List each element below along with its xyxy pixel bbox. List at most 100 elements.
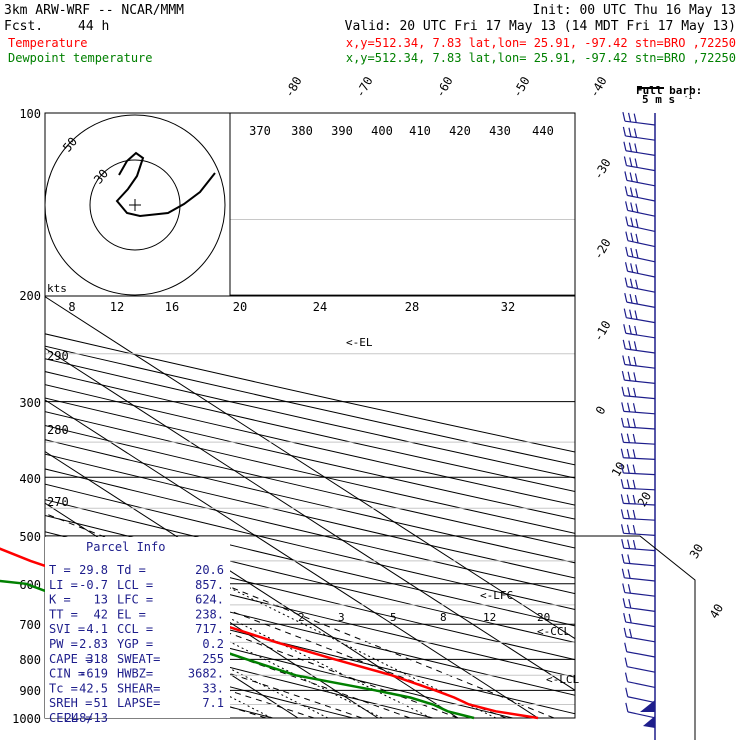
theta-label-440: 440 — [532, 124, 554, 138]
barb-column-outline — [575, 535, 696, 740]
hodo-tick-16: 16 — [165, 300, 179, 314]
parcel-cell: CAPE = — [49, 652, 92, 666]
parcel-cell: LCL = — [117, 578, 153, 592]
parcel-cell: T = — [49, 563, 71, 577]
isotherm-label-m50: -50 — [510, 74, 533, 100]
wind-barb-feather — [624, 171, 628, 181]
hodo-ring-outer — [45, 114, 226, 296]
wind-barb-feather — [627, 356, 632, 366]
wind-barb — [623, 562, 656, 567]
dry-adiabat — [45, 333, 575, 453]
parcel-cell: LI = — [49, 578, 78, 592]
wind-barb — [627, 270, 656, 278]
wind-barb — [624, 363, 656, 369]
parcel-cell: 717. — [195, 622, 224, 636]
wind-barb-feather — [620, 448, 624, 458]
wind-barb-feather — [628, 340, 632, 350]
parcel-cell: 42 — [94, 607, 108, 621]
parcel-cell: PW = — [49, 637, 78, 651]
mixing-label-12: 12 — [483, 611, 496, 624]
hodo-unit: kts — [47, 282, 67, 295]
isotherm-label-40: 40 — [707, 601, 726, 621]
wind-barb-feather — [626, 418, 631, 428]
mixing-label-2: 2 — [298, 611, 305, 624]
wind-barb — [625, 150, 656, 156]
wind-barb — [626, 636, 656, 643]
temperature-info: x,y=512.34, 7.83 lat,lon= 25.91, -97.42 … — [346, 36, 736, 50]
wind-barb — [627, 666, 656, 673]
isotherm-label-m10: -10 — [591, 318, 614, 344]
wind-barb — [623, 410, 656, 415]
isotherm — [45, 347, 575, 691]
wind-barb-feather — [633, 356, 637, 367]
hodo-tick-32: 32 — [501, 300, 515, 314]
wind-barb-feather — [632, 539, 637, 550]
wind-barb — [625, 332, 656, 339]
wind-barb-feather — [621, 386, 625, 396]
wind-barb-feather — [629, 157, 633, 167]
wind-barb-feather — [629, 278, 634, 288]
parcel-cell: -619 — [79, 667, 108, 681]
parcel-cell: 248/13 — [65, 711, 108, 725]
init-time: Init: 00 UTC Thu 16 May 13 — [533, 3, 737, 18]
dry-adiabat — [45, 600, 515, 718]
wind-barb-feather — [621, 539, 625, 549]
wind-barb-feather — [628, 324, 632, 335]
isotherm-label-m60: -60 — [433, 74, 456, 100]
wind-barb-feather — [626, 509, 630, 519]
mixing-label-8: 8 — [440, 611, 447, 624]
wind-barb — [623, 487, 656, 491]
wind-barb — [627, 240, 656, 248]
wind-barb-feather — [635, 264, 639, 274]
wind-barb — [627, 194, 656, 202]
parcel-cell: SVI = — [49, 622, 85, 636]
wind-barb-feather — [625, 216, 629, 226]
wind-barb-feather — [621, 402, 625, 412]
wind-barb — [627, 696, 656, 704]
wind-barb-feather — [632, 494, 636, 505]
wind-barb-feather — [622, 583, 626, 593]
wind-barb-feather — [633, 387, 637, 397]
pressure-label-100: 100 — [19, 107, 41, 121]
wind-barb-feather — [622, 339, 626, 349]
wind-barb-feather — [623, 156, 628, 166]
wind-barb-feather — [620, 433, 625, 443]
wind-barb-feather — [622, 598, 626, 608]
hodo-axis-labels: 8 12 16 20 24 28 32 — [68, 300, 515, 314]
parcel-cell: SWEAT= — [117, 652, 160, 666]
wind-barb-feather — [628, 613, 632, 624]
wind-barb — [623, 457, 656, 460]
dry-adiabat — [45, 582, 575, 715]
wind-barb-feather — [623, 627, 627, 638]
dry-adiabat — [45, 499, 575, 627]
wind-barb-feather — [628, 127, 632, 137]
isotherm — [45, 296, 575, 640]
wind-barb-feather — [622, 126, 626, 137]
hodograph — [45, 113, 230, 296]
parcel-panel — [45, 537, 230, 718]
wind-barb-feather — [634, 173, 639, 183]
wind-barb-feather — [621, 568, 625, 578]
wind-barb-feather — [635, 203, 639, 213]
wind-barb-feather — [627, 387, 631, 397]
parcel-cell: Tc = — [49, 681, 78, 695]
fcst-label: Fcst. — [4, 19, 43, 34]
wind-barb-feather — [633, 372, 637, 382]
theta-label-370: 370 — [249, 124, 271, 138]
wind-barb-feather — [632, 464, 636, 474]
wind-barb — [627, 681, 656, 688]
parcel-cell: 857. — [195, 578, 224, 592]
wind-barb-feather — [627, 112, 632, 123]
parcel-cell: 255 — [202, 652, 224, 666]
wind-barb-feather — [626, 433, 630, 443]
wind-barb-feather — [627, 584, 632, 594]
parcel-cell: LFC = — [117, 593, 153, 607]
temperature-legend: Temperature — [8, 36, 87, 50]
parcel-cell: K = — [49, 593, 71, 607]
wind-barb — [627, 224, 656, 232]
isotherm-label-m30: -30 — [591, 156, 614, 182]
wind-barb-feather — [625, 246, 629, 257]
pressure-label-900: 900 — [19, 684, 41, 698]
wind-barb-feather — [620, 509, 625, 519]
pressure-label-500: 500 — [19, 530, 41, 544]
